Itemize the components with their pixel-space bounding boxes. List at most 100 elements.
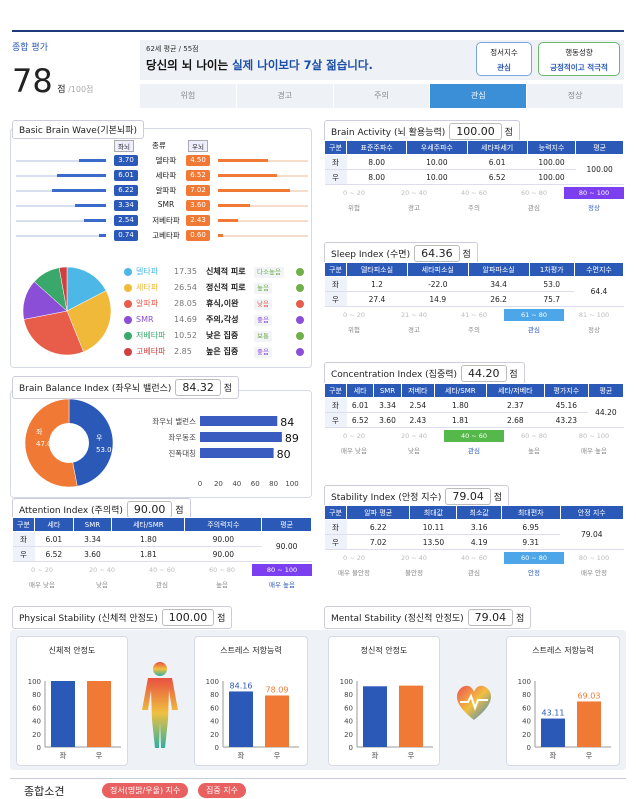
column-header: 구분 (324, 505, 347, 520)
column-header: 최대값 (409, 505, 458, 520)
donut-label: 53.0 (96, 446, 112, 454)
column-header: 최대편차 (500, 505, 561, 520)
scale-label: 매우 높음 (581, 447, 607, 455)
legend-desc: 주의,각성 (206, 315, 239, 324)
table-cell: 43.23 (544, 412, 589, 428)
column-header: 세타파세기 (466, 140, 528, 155)
chart-title: 신체적 안정도 (48, 646, 96, 655)
table-cell: 6.01 (467, 154, 528, 170)
table-cell: 34.4 (468, 276, 530, 292)
physical-title: Physical Stability (신체적 안정도) 100.00 점 (12, 606, 233, 629)
legend-tag: 보통 (254, 331, 272, 342)
right-value: 3.60 (186, 200, 210, 211)
table-cell: 2.43 (401, 412, 435, 428)
table-cell: 53.0 (529, 276, 575, 292)
column-header: 구분 (324, 262, 347, 277)
scale-label: 낮음 (408, 447, 420, 455)
legend-desc: 낮은 집중 (206, 331, 239, 340)
summary-label: 종합 평가 (12, 43, 48, 53)
legend-desc: 휴식,이완 (206, 299, 239, 308)
table-cell: 3.60 (373, 412, 402, 428)
hbar-tick: 60 (251, 480, 260, 488)
x-tick: 우 (408, 751, 415, 760)
scale-label: 매우 높음 (269, 581, 295, 589)
bar-value: 69.03 (578, 691, 601, 700)
right-track (218, 235, 308, 237)
total-score: 78 점 /100점 (12, 62, 94, 100)
smile-icon (296, 268, 304, 276)
average-cell: 79.04 (560, 519, 624, 550)
right-track (218, 220, 308, 222)
bar-left (229, 691, 253, 747)
focus-tag[interactable]: 집중 지수 (198, 783, 246, 798)
column-header: 세타 (345, 383, 375, 398)
y-tick: 40 (32, 718, 41, 726)
hbar-tick: 80 (269, 480, 278, 488)
scale-step: 81 ~ 100 (578, 311, 610, 319)
tab-caution[interactable]: 주의 (333, 84, 431, 108)
table-cell: 8.00 (346, 154, 407, 170)
scale-label: 매우 안정 (581, 569, 607, 577)
emotion-index-button[interactable]: 정서지수 관심 (476, 42, 532, 76)
y-tick: 80 (522, 691, 531, 699)
legend-row: 고베타파 2.85 높은 집중 좋음 (124, 344, 310, 360)
scale-step: 41 ~ 60 (460, 311, 488, 319)
tab-interest[interactable]: 관심 (430, 84, 528, 108)
y-tick: 100 (206, 678, 219, 686)
right-value: 0.60 (186, 230, 210, 241)
average-cell: 100.00 (575, 154, 624, 185)
bar-left (541, 718, 565, 747)
table-cell: 27.4 (346, 291, 408, 307)
bar-value: 78.09 (266, 685, 289, 694)
scale-step: 80 ~ 100 (564, 187, 624, 199)
table-cell: 8.00 (346, 169, 407, 185)
y-tick: 60 (210, 704, 219, 712)
y-tick: 100 (28, 678, 41, 686)
scale-step: 61 ~ 80 (504, 309, 564, 321)
x-tick: 우 (586, 751, 593, 760)
right-value: 2.43 (186, 215, 210, 226)
column-header: 수면지수 (573, 262, 625, 277)
wave-name: 저베타파 (152, 216, 180, 225)
smile-icon (296, 300, 304, 308)
scale-step: 80 ~ 100 (252, 564, 312, 576)
left-bar (83, 219, 106, 222)
legend-dot (124, 284, 132, 292)
scale-label: 관심 (468, 447, 480, 455)
mini-bar-chart: 100 80 60 40 20 0 84.16 좌 78.09 우 (206, 678, 299, 760)
legend-name: 저베타파 (136, 331, 166, 340)
scale-step: 20 ~ 40 (400, 554, 428, 562)
scale-step: 0 ~ 20 (343, 432, 365, 440)
concentration-table: 구분 세타 SMR 저베타 세타/SMR 세타/저베타 평가지수 평균 좌 6.01 3.34 2.5… (324, 383, 625, 458)
tab-normal[interactable]: 정상 (527, 84, 624, 108)
y-tick: 20 (344, 731, 353, 739)
emotion-tag[interactable]: 정서(명밝/우울) 지수 (102, 783, 189, 798)
hbar-tick: 20 (214, 480, 223, 488)
mini-bar-chart: 100 80 60 40 20 0 43.11 좌 69.03 우 (518, 678, 611, 760)
left-track (16, 220, 106, 222)
tab-risk[interactable]: 위험 (140, 84, 237, 108)
left-value: 0.74 (114, 230, 138, 241)
right-bar (218, 219, 238, 222)
y-tick: 20 (32, 731, 41, 739)
column-header: 평가지수 (543, 383, 589, 398)
scale-label: 경고 (408, 326, 420, 334)
hbar-0 (200, 416, 278, 426)
behavior-tendency-button[interactable]: 행동성향 긍정적이고 적극적 (538, 42, 620, 76)
y-tick: 80 (32, 691, 41, 699)
x-tick: 좌 (550, 751, 557, 760)
tab-warning[interactable]: 경고 (236, 84, 334, 108)
table-cell: 1.81 (434, 412, 487, 428)
legend-row: 세타파 26.54 정신적 피로 높음 (124, 280, 310, 296)
wave-row: 3.70 델타파 4.50 (12, 154, 322, 168)
column-header: 델타피소실 (346, 262, 408, 277)
table-row: 좌 1.2 -22.0 34.4 53.0 64.4 (324, 276, 624, 307)
bar-right (265, 695, 289, 747)
table-cell: 2.54 (401, 397, 435, 413)
legend-dot (124, 348, 132, 356)
column-header: 세타 (34, 517, 74, 532)
donut-label: 47.0 (36, 440, 52, 448)
table-cell: 1.80 (434, 397, 487, 413)
legend-value: 10.52 (174, 331, 197, 340)
pie-slice-left (68, 398, 114, 487)
